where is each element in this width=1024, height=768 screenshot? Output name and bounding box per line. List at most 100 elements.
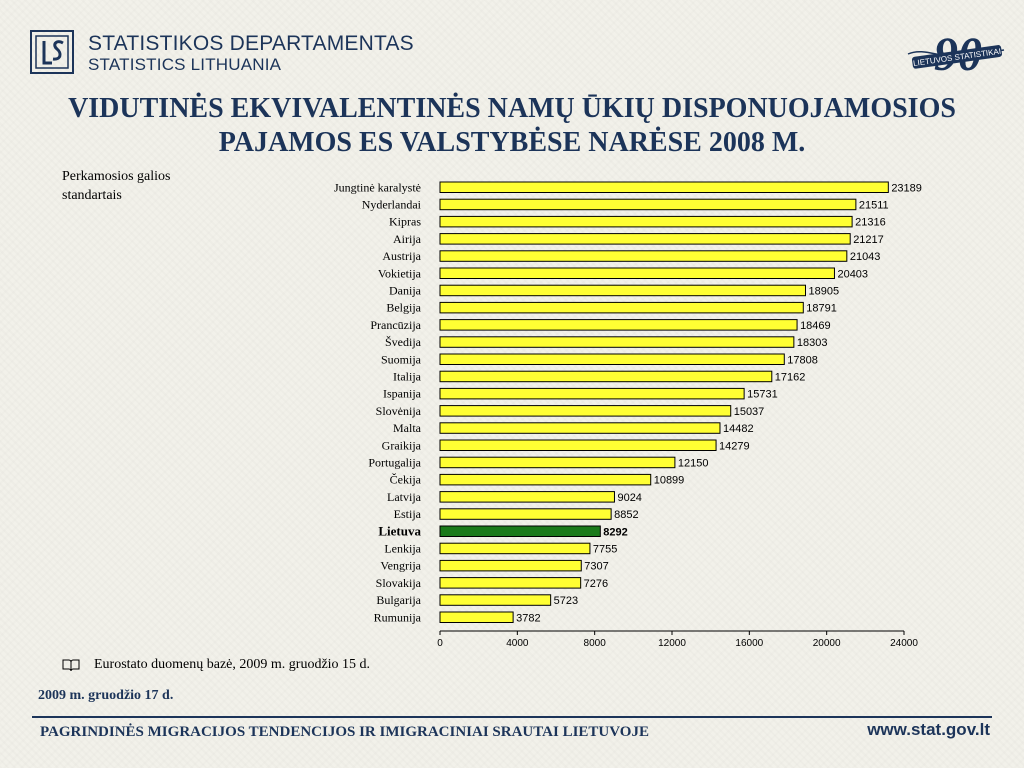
category-label: Danija <box>389 283 422 297</box>
data-label: 21511 <box>859 199 889 211</box>
bar <box>439 198 857 211</box>
bar <box>439 336 795 348</box>
category-label: Malta <box>393 421 422 435</box>
unit-label: Perkamosios galios standartais <box>62 169 171 203</box>
category-label: Italija <box>393 369 422 383</box>
footer-divider <box>32 716 992 718</box>
data-label: 21316 <box>855 217 886 229</box>
x-tick-label: 20000 <box>813 638 841 649</box>
data-label: 17162 <box>775 371 806 383</box>
bar <box>439 491 615 503</box>
category-label: Portugalija <box>368 455 421 469</box>
anniversary-90-emblem: 90 LIETUVOS STATISTIKAI <box>907 28 1005 80</box>
category-label: Graikija <box>382 438 422 452</box>
title-line-2: PAJAMOS ES VALSTYBĖSE NARĖSE 2008 M. <box>218 127 806 158</box>
org-name-lt: STATISTIKOS DEPARTAMENTAS <box>88 32 414 55</box>
category-label: Vengrija <box>380 559 421 573</box>
category-label: Estija <box>394 507 422 521</box>
category-label: Švedija <box>385 335 422 349</box>
source-text: Eurostato duomenų bazė, 2009 m. gruodžio… <box>94 657 371 672</box>
data-label: 15731 <box>747 389 778 401</box>
data-label: 18905 <box>808 285 839 297</box>
data-label: 18791 <box>806 303 837 315</box>
data-label: 23189 <box>891 182 922 194</box>
data-label: 7307 <box>584 561 608 573</box>
category-label: Lenkija <box>384 541 421 555</box>
x-tick-label: 8000 <box>584 638 607 649</box>
data-label: 5723 <box>554 595 578 607</box>
data-label: 8852 <box>614 509 638 521</box>
data-label: 9024 <box>617 492 641 504</box>
bar <box>439 559 582 572</box>
bar <box>439 370 773 383</box>
bar <box>439 405 732 417</box>
bar <box>439 508 612 520</box>
bar <box>439 525 601 537</box>
bar <box>439 301 804 314</box>
category-label: Slovakija <box>376 576 422 590</box>
x-tick-label: 16000 <box>735 638 763 649</box>
page-title: VIDUTINĖS EKVIVALENTINĖS NAMŲ ŪKIŲ DISPO… <box>0 92 1024 160</box>
bar <box>439 250 848 262</box>
bar <box>439 422 721 434</box>
bar <box>439 577 582 589</box>
data-label: 18303 <box>797 337 828 349</box>
category-label: Airija <box>393 232 422 246</box>
bar <box>439 542 591 555</box>
bar <box>439 284 806 297</box>
data-label: 14482 <box>723 423 754 435</box>
category-label: Latvija <box>387 490 422 504</box>
category-label: Suomija <box>381 352 422 366</box>
bar <box>439 611 514 623</box>
bar <box>439 181 889 193</box>
data-label: 8292 <box>603 526 627 538</box>
data-label: 17808 <box>787 354 818 366</box>
date-label: 2009 m. gruodžio 17 d. <box>38 688 174 703</box>
data-label: 21217 <box>853 234 884 246</box>
data-label: 7755 <box>593 543 617 555</box>
category-label: Prancūzija <box>370 318 421 332</box>
bar <box>439 267 835 279</box>
bar <box>439 319 798 331</box>
category-label: Austrija <box>382 249 421 263</box>
category-label: Rumunija <box>374 610 422 624</box>
book-icon <box>62 659 80 672</box>
bar <box>439 594 552 606</box>
category-label: Belgija <box>386 301 421 315</box>
bar <box>439 233 851 245</box>
bar <box>439 387 745 400</box>
org-name: STATISTIKOS DEPARTAMENTAS STATISTICS LIT… <box>88 33 414 75</box>
x-tick-label: 0 <box>437 638 443 649</box>
title-line-1: VIDUTINĖS EKVIVALENTINĖS NAMŲ ŪKIŲ DISPO… <box>68 93 956 124</box>
website-link[interactable]: www.stat.gov.lt <box>867 720 990 739</box>
data-label: 21043 <box>850 251 881 263</box>
bar <box>439 353 785 365</box>
x-tick-label: 24000 <box>890 638 918 649</box>
footer-title: PAGRINDINĖS MIGRACIJOS TENDENCIJOS IR IM… <box>40 724 649 740</box>
x-tick-label: 12000 <box>658 638 686 649</box>
data-label: 15037 <box>734 406 765 418</box>
category-label: Čekija <box>390 473 422 487</box>
category-label: Lietuva <box>378 523 421 538</box>
bar <box>439 456 676 469</box>
category-label: Nyderlandai <box>362 197 422 211</box>
statistics-lithuania-logo <box>30 30 74 74</box>
bar <box>439 215 853 228</box>
data-label: 10899 <box>654 475 685 487</box>
source-note: Eurostato duomenų bazė, 2009 m. gruodžio… <box>62 657 370 673</box>
bar <box>439 473 652 486</box>
category-label: Ispanija <box>383 387 422 401</box>
data-label: 20403 <box>837 268 868 280</box>
data-label: 7276 <box>584 578 608 590</box>
category-label: Vokietija <box>378 266 422 280</box>
data-label: 14279 <box>719 440 750 452</box>
category-label: Slovėnija <box>376 404 422 418</box>
bar <box>439 439 717 451</box>
category-label: Jungtinė karalystė <box>334 180 421 194</box>
category-label: Bulgarija <box>376 593 421 607</box>
org-name-en: STATISTICS LITHUANIA <box>88 55 282 74</box>
data-label: 12150 <box>678 457 709 469</box>
data-label: 18469 <box>800 320 831 332</box>
category-label: Kipras <box>389 215 421 229</box>
